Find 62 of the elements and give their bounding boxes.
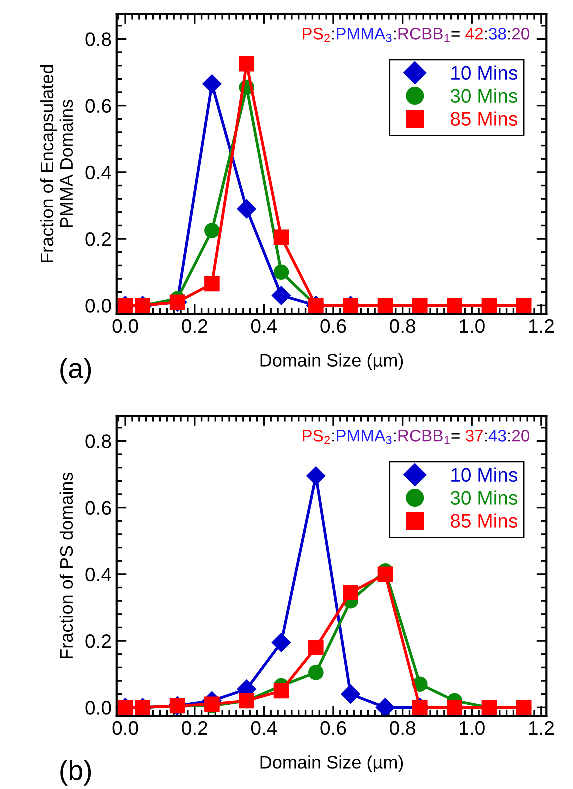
legend-label: 85 Mins (450, 112, 518, 126)
point (378, 298, 394, 314)
x-tick-label: 0.2 (182, 319, 208, 334)
y-axis-title: Fraction of Encapsulated PMMA Domains (40, 65, 74, 262)
x-tick-label: 0.6 (320, 721, 346, 736)
point (272, 286, 292, 306)
y-tick-label: 0.6 (86, 501, 112, 516)
text: PS$_{2}$:PMMA$_{3}$:RCBB$_{1}$= 37:43:20 (303, 430, 530, 444)
y-tick-label: 0.0 (86, 701, 112, 715)
point (447, 700, 462, 716)
point (308, 665, 324, 680)
point (378, 566, 394, 582)
y-tick-label: 0.2 (86, 232, 112, 246)
y-tick-label: 0.4 (86, 166, 112, 180)
point (306, 466, 326, 486)
y-tick-label: 0.8 (86, 434, 112, 448)
point (204, 223, 220, 238)
legend-label: 30 Mins (450, 490, 518, 505)
y-tick-label: 0.8 (86, 32, 112, 46)
point (308, 640, 324, 656)
point (239, 56, 254, 72)
y-tick-label: 0.4 (86, 568, 112, 582)
x-tick-label: 1.0 (460, 721, 485, 736)
point (412, 298, 428, 314)
x-tick-label: 0.8 (390, 721, 416, 736)
text: PS$_{2}$:PMMA$_{3}$:RCBB$_{1}$= 42:38:20 (303, 28, 530, 42)
x-tick-label: 1.2 (529, 319, 554, 333)
y-axis-title: Fraction of PS domains (60, 472, 74, 658)
x-axis-title: Domain Size (µm) (260, 354, 404, 371)
point (202, 74, 222, 94)
x-tick-label: 0.4 (251, 721, 278, 736)
point (516, 298, 532, 314)
point (237, 200, 256, 219)
x-axis-title: Domain Size (µm) (260, 756, 404, 772)
point (343, 585, 358, 600)
point (376, 698, 396, 718)
x-tick-label: 0.8 (390, 319, 416, 334)
point (482, 298, 498, 314)
point (272, 633, 292, 652)
y-tick-label: 0.0 (86, 299, 112, 313)
x-tick-label: 0.2 (182, 721, 208, 736)
legend-label: 10 Mins (452, 468, 518, 482)
x-tick-label: 1.0 (460, 319, 485, 334)
legend-label: 10 Mins (452, 66, 518, 80)
x-tick-label: 0.6 (320, 319, 346, 334)
y-tick-label: 0.2 (86, 634, 112, 648)
point (274, 230, 290, 246)
point (170, 294, 186, 310)
x-tick-label: 0.4 (251, 319, 278, 334)
y-tick-label: 0.6 (86, 99, 112, 114)
legend-label: 85 Mins (450, 514, 518, 528)
text: (a) (60, 358, 92, 384)
text: (b) (60, 760, 92, 786)
x-tick-label: 0.0 (112, 319, 138, 334)
point (341, 684, 360, 704)
x-tick-label: 0.0 (112, 721, 138, 736)
point (204, 276, 220, 292)
x-tick-label: 1.2 (529, 721, 554, 735)
point (274, 683, 290, 699)
legend-label: 30 Mins (450, 88, 518, 104)
point (447, 298, 462, 314)
point (274, 264, 290, 280)
